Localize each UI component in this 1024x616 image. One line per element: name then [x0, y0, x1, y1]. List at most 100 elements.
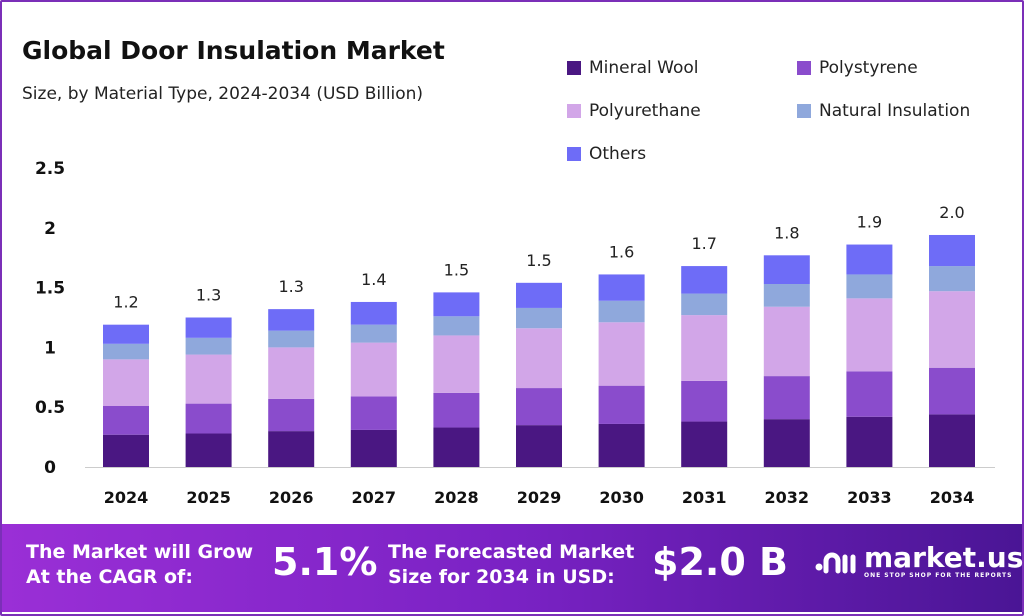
bar-segment-natural-insulation	[763, 284, 810, 307]
legend-label: Polyurethane	[589, 101, 701, 121]
bar-segment-mineral-wool	[929, 414, 975, 467]
bar-segment-others	[598, 274, 645, 301]
bar-segment-polystyrene	[763, 376, 810, 420]
bar-segment-natural-insulation	[350, 324, 397, 343]
chart-title: Global Door Insulation Market	[22, 36, 445, 65]
bar-segment-others	[103, 324, 149, 344]
total-label: 1.2	[113, 293, 138, 312]
legend-label: Polystyrene	[819, 58, 918, 78]
total-label: 1.8	[774, 223, 799, 242]
logo-icon	[815, 552, 856, 573]
total-label: 1.3	[278, 277, 303, 296]
x-tick-label: 2029	[517, 488, 562, 507]
x-tick-label: 2030	[599, 488, 644, 507]
bar-segment-polystyrene	[268, 398, 315, 432]
bar-segment-polyurethane	[433, 335, 480, 393]
total-label: 2.0	[939, 203, 964, 222]
legend-swatch	[567, 104, 581, 118]
total-label: 1.5	[526, 251, 551, 270]
bar-segment-polyurethane	[681, 315, 728, 381]
bar-segment-polystyrene	[350, 396, 397, 430]
total-label: 1.7	[691, 234, 716, 253]
y-tick-label: 1.5	[35, 279, 65, 299]
bar-segment-polyurethane	[185, 354, 232, 404]
x-tick-label: 2028	[434, 488, 479, 507]
cagr-value: 5.1%	[272, 540, 378, 584]
x-tick-label: 2032	[765, 488, 810, 507]
bar-segment-mineral-wool	[516, 425, 562, 467]
total-label: 1.5	[444, 260, 469, 279]
bar-segment-others	[929, 234, 975, 267]
bar-segment-mineral-wool	[598, 423, 645, 467]
legend-label: Natural Insulation	[819, 101, 971, 121]
bar-segment-natural-insulation	[516, 307, 562, 329]
bar-segment-others	[846, 244, 893, 275]
bar-segment-others	[763, 255, 810, 285]
forecast-value: $2.0 B	[652, 540, 788, 584]
bar-segment-polyurethane	[350, 342, 397, 397]
legend-item-others: Others	[567, 144, 646, 164]
bar-segment-natural-insulation	[846, 274, 893, 299]
legend-swatch	[797, 61, 811, 75]
bar-segment-others	[681, 266, 728, 294]
footer-banner: The Market will Grow At the CAGR of: 5.1…	[2, 524, 1023, 612]
x-tick-label: 2031	[682, 488, 727, 507]
bar-segment-polystyrene	[185, 403, 232, 434]
total-label: 1.9	[857, 213, 882, 232]
bar-segment-natural-insulation	[268, 330, 315, 348]
market-us-logo: market.us ONE STOP SHOP FOR THE REPORTS	[814, 544, 1023, 579]
bar-segment-mineral-wool	[763, 419, 810, 467]
legend-item-polyurethane: Polyurethane	[567, 101, 701, 121]
bar-segment-polystyrene	[598, 385, 645, 424]
legend-item-mineral-wool: Mineral Wool	[567, 58, 699, 78]
y-tick-label: 0	[44, 458, 56, 478]
bar-segment-others	[350, 301, 397, 325]
x-tick-label: 2025	[186, 488, 231, 507]
legend-swatch	[567, 61, 581, 75]
bar-segment-others	[268, 309, 315, 331]
bar-segment-natural-insulation	[433, 316, 480, 336]
legend-swatch	[567, 147, 581, 161]
bar-segment-natural-insulation	[929, 266, 975, 292]
legend-label: Others	[589, 144, 647, 164]
bar-segment-mineral-wool	[103, 434, 149, 467]
bar-segment-polystyrene	[516, 388, 562, 426]
bar-segment-others	[185, 317, 232, 338]
y-tick-label: 1	[44, 338, 56, 358]
total-label: 1.3	[196, 286, 221, 305]
chart-subtitle: Size, by Material Type, 2024-2034 (USD B…	[22, 84, 424, 104]
bar-segment-polyurethane	[846, 298, 893, 372]
legend-item-polystyrene: Polystyrene	[797, 58, 918, 78]
bar-segment-mineral-wool	[681, 421, 728, 467]
bar-segment-natural-insulation	[598, 300, 645, 323]
y-tick-label: 2.5	[35, 159, 65, 179]
bar-segment-mineral-wool	[846, 416, 893, 467]
logo-text: market.us	[864, 541, 1024, 574]
bar-segment-polyurethane	[929, 291, 975, 368]
total-label: 1.6	[609, 242, 634, 261]
bar-segment-polystyrene	[681, 380, 728, 422]
bar-segment-polyurethane	[268, 347, 315, 399]
bar-segment-polystyrene	[433, 392, 480, 428]
x-tick-label: 2033	[847, 488, 892, 507]
forecast-label: The Forecasted Market Size for 2034 in U…	[388, 541, 635, 588]
x-tick-label: 2027	[352, 488, 397, 507]
y-tick-label: 0.5	[35, 398, 65, 418]
bar-segment-polyurethane	[516, 328, 562, 389]
bar-segment-polystyrene	[103, 406, 149, 435]
bar-segment-mineral-wool	[268, 431, 315, 467]
legend-item-natural-insulation: Natural Insulation	[797, 101, 970, 121]
cagr-label: The Market will Grow At the CAGR of:	[26, 541, 254, 588]
bar-segment-others	[433, 292, 480, 317]
bar-segment-polyurethane	[598, 322, 645, 386]
total-label: 1.4	[361, 270, 386, 289]
stacked-bar-chart: 0 0.5 1 1.5 2 2.5 1.2 2024 1.3 2025 1.3 2026 1.4 2027…	[35, 159, 995, 507]
logo-tagline: ONE STOP SHOP FOR THE REPORTS	[864, 572, 1013, 579]
legend-swatch	[797, 104, 811, 118]
bar-segment-natural-insulation	[681, 293, 728, 316]
bar-segment-polyurethane	[763, 306, 810, 377]
x-tick-label: 2034	[930, 488, 975, 507]
bar-segment-natural-insulation	[103, 343, 149, 360]
y-tick-label: 2	[44, 219, 56, 239]
